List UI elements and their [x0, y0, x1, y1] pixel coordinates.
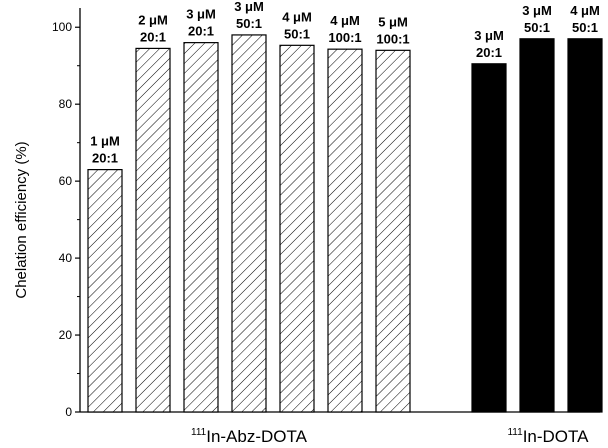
bar-label-concentration: 2 μM [138, 12, 168, 27]
bar-label-ratio: 20:1 [140, 29, 166, 44]
y-tick-label: 100 [52, 20, 72, 34]
bar-1-3 [183, 42, 219, 413]
y-tick-label: 80 [59, 97, 73, 111]
bar-label-ratio: 20:1 [92, 151, 118, 166]
y-axis-label: Chelation efficiency (%) [13, 141, 30, 298]
group-label-2: 111In-DOTA [507, 427, 589, 446]
bar-1-1 [87, 169, 123, 413]
bar-2-3 [567, 38, 603, 413]
bar-label-concentration: 4 μM [282, 9, 312, 24]
group-label-1: 111In-Abz-DOTA [191, 427, 308, 446]
bar-label-concentration: 3 μM [234, 0, 264, 14]
y-tick-label: 60 [59, 174, 73, 188]
group-label-name: In-Abz-DOTA [206, 427, 307, 446]
bar-label-concentration: 3 μM [522, 3, 552, 18]
bar-label-concentration: 3 μM [474, 28, 504, 43]
y-tick-label: 0 [65, 405, 72, 419]
bar-label-concentration: 3 μM [186, 7, 216, 22]
bar-label-ratio: 100:1 [328, 30, 361, 45]
bar-label-ratio: 20:1 [188, 24, 214, 39]
bar-2-1 [471, 63, 507, 413]
bar-label-ratio: 50:1 [284, 26, 310, 41]
bar-1-4 [231, 34, 267, 413]
bar-label-concentration: 4 μM [570, 3, 600, 18]
bar-label-concentration: 4 μM [330, 13, 360, 28]
bars [87, 34, 603, 413]
bar-label-ratio: 50:1 [524, 20, 550, 35]
bar-1-2 [135, 47, 171, 413]
y-tick-label: 20 [59, 328, 73, 342]
group-label-isotope: 111 [191, 427, 207, 438]
bar-label-ratio: 100:1 [376, 31, 409, 46]
bar-label-ratio: 20:1 [476, 45, 502, 60]
labels: Chelation efficiency (%) 1 μM 20:1 2 μM 20:1… [13, 0, 600, 446]
bar-1-6 [327, 48, 363, 413]
bar-label-ratio: 50:1 [236, 16, 262, 31]
bar-1-5 [279, 44, 315, 413]
bar-label-ratio: 50:1 [572, 20, 598, 35]
axes: 0 20 40 60 80 100 [52, 8, 600, 419]
group-label-name: In-DOTA [523, 427, 589, 446]
group-label-isotope: 111 [507, 427, 523, 438]
bar-label-concentration: 5 μM [378, 14, 408, 29]
y-tick-label: 40 [59, 251, 73, 265]
bar-1-7 [375, 49, 411, 413]
bar-2-2 [519, 38, 555, 413]
bar-label-concentration: 1 μM [90, 134, 120, 149]
